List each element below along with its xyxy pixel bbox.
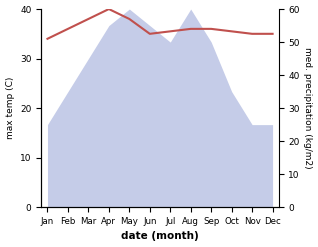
Y-axis label: max temp (C): max temp (C) <box>5 77 15 139</box>
Y-axis label: med. precipitation (kg/m2): med. precipitation (kg/m2) <box>303 47 313 169</box>
X-axis label: date (month): date (month) <box>121 231 199 242</box>
